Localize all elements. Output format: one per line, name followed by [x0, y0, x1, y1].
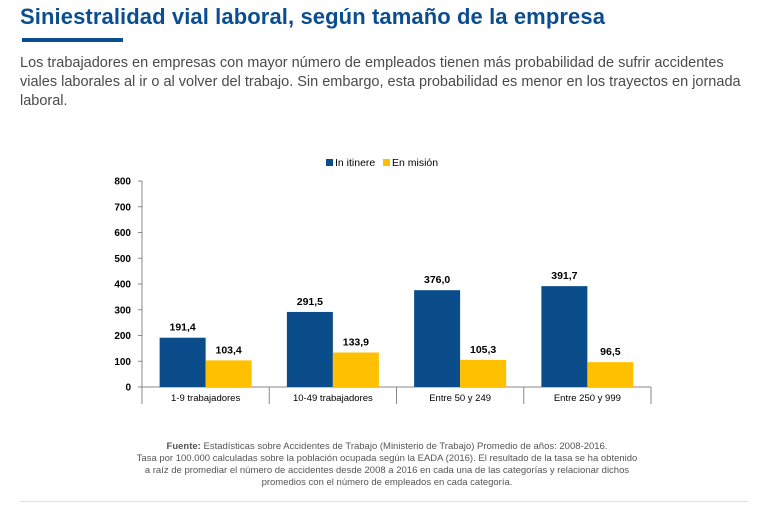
y-tick-label: 400 [114, 280, 131, 291]
y-tick-label: 700 [114, 202, 131, 213]
source-line-3: a raíz de promediar el número de acciden… [144, 465, 630, 476]
y-tick-label: 300 [114, 305, 131, 316]
data-label: 291,5 [297, 296, 323, 308]
source-line-1: Estadísticas sobre Accidentes de Trabajo… [203, 441, 608, 452]
source-line-4: promedios con el número de empleados en … [261, 477, 513, 488]
source-note: Fuente: Estadísticas sobre Accidentes de… [100, 441, 674, 489]
data-label: 376,0 [424, 274, 450, 286]
y-tick-label: 100 [114, 357, 131, 368]
bar-in-itinere [541, 286, 588, 387]
category-label: Entre 50 y 249 [429, 393, 491, 404]
category-label: 1-9 trabajadores [171, 393, 240, 404]
bar-en-mision [205, 360, 252, 387]
bar-in-itinere [159, 337, 206, 387]
bar-en-mision [332, 352, 379, 387]
data-label: 103,4 [215, 344, 241, 356]
y-tick-label: 800 [114, 177, 131, 188]
page-title: Siniestralidad vial laboral, según tamañ… [20, 4, 606, 29]
bar-in-itinere [286, 311, 333, 387]
source-label: Fuente: [166, 441, 201, 452]
source-line-2: Tasa por 100.000 calculadas sobre la pob… [136, 453, 638, 464]
data-label: 96,5 [600, 346, 621, 358]
legend-swatch [326, 159, 333, 166]
title-underline [22, 38, 123, 42]
data-label: 191,4 [169, 322, 195, 334]
category-label: Entre 250 y 999 [554, 393, 621, 404]
y-tick-label: 600 [114, 228, 131, 239]
data-label: 133,9 [343, 337, 369, 349]
bar-en-mision [460, 359, 507, 387]
legend-swatch [383, 159, 390, 166]
legend-label: In itinere [335, 157, 375, 169]
y-tick-label: 500 [114, 254, 131, 265]
bottom-divider [20, 501, 748, 502]
category-label: 10-49 trabajadores [293, 393, 373, 404]
intro-paragraph: Los trabajadores en empresas con mayor n… [20, 55, 741, 109]
data-label: 105,3 [470, 344, 496, 356]
bar-in-itinere [414, 290, 461, 387]
y-tick-label: 0 [125, 383, 131, 394]
bar-en-mision [587, 362, 634, 387]
legend-label: En misión [392, 157, 438, 169]
y-tick-label: 200 [114, 331, 131, 342]
bar-chart: 0 100 200 300 400 500 600 700 800 1-9 trabajadore… [114, 157, 652, 404]
data-label: 391,7 [551, 270, 577, 282]
